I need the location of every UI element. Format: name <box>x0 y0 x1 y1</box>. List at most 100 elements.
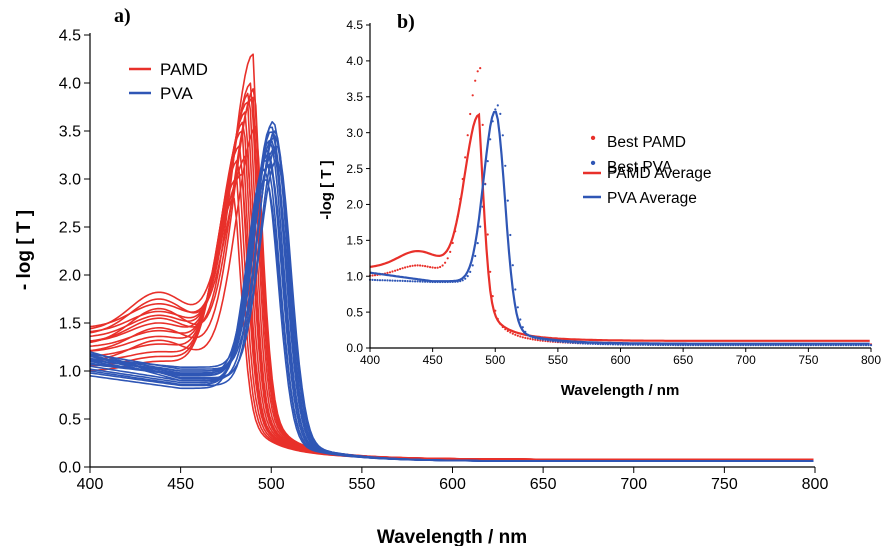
series-best-pva-point <box>404 279 407 283</box>
series-best-pva-point <box>516 306 519 309</box>
panel-a-y-tick-label: 1.0 <box>59 364 81 381</box>
panel-a-x-tick-label: 500 <box>258 476 285 493</box>
panel-a-axes: 400 450 500 550 600 650 700 750 800 0.0 0.5 1.0 1.5 2… <box>59 28 829 493</box>
legend-label-pva-average: PVA Average <box>607 190 697 207</box>
series-best-pva-point <box>409 280 412 283</box>
series-best-pva-point <box>414 280 417 283</box>
series-best-pva-point <box>474 254 477 258</box>
series-best-pamd-point <box>481 123 484 126</box>
series-best-pva-point <box>511 264 514 267</box>
series-best-pamd-point <box>509 331 512 334</box>
series-best-pamd-point <box>444 261 447 264</box>
series-best-pva-point <box>373 278 377 282</box>
panel-b-x-tick-label: 400 <box>360 353 380 367</box>
panel-b-y-tick-label: 2.5 <box>346 162 363 176</box>
series-pva <box>89 121 814 462</box>
series-best-pamd-point <box>391 270 394 273</box>
series-best-pamd-point <box>434 266 437 269</box>
legend-swatch-best-pamd: • <box>590 130 596 147</box>
panel-b-label: b) <box>397 11 415 33</box>
series-best-pva-point <box>486 160 489 163</box>
legend-swatch-best-pva: • <box>590 155 596 172</box>
series-best-pamd-point <box>476 70 479 73</box>
panel-b-plot-area <box>368 67 873 347</box>
series-best-pamd-point <box>409 265 412 268</box>
series-best-pva-point <box>376 279 379 282</box>
series-best-pamd-point <box>426 265 429 268</box>
series-best-pamd-point <box>514 333 517 336</box>
series-best-pamd-point <box>431 266 434 269</box>
series-best-pamd-point <box>466 134 469 137</box>
series-best-pva-point <box>416 280 419 283</box>
panel-a-legend: PAMD PVA <box>129 60 208 103</box>
series-best-pamd-point <box>521 336 524 339</box>
panel-a-y-tick-label: 0.0 <box>59 460 81 477</box>
series-best-pva-point <box>464 277 467 280</box>
panel-a-y-tick-label: 3.0 <box>59 172 81 189</box>
series-best-pva-point <box>489 138 492 141</box>
series-best-pva-point <box>371 278 374 281</box>
series-best-pamd-point <box>511 332 514 335</box>
series-best-pva-point <box>501 134 504 137</box>
panel-b-y-tick-label: 3.0 <box>346 126 363 140</box>
panel-b-legend: • Best PAMD • Best PVA PAMD Average PVA … <box>583 130 712 207</box>
series-best-pamd-point <box>436 266 439 269</box>
panel-a-x-tick-label: 750 <box>711 476 738 493</box>
series-best-pva-point <box>479 225 482 228</box>
panel-a-y-tick-label: 4.0 <box>59 76 81 93</box>
series-best-pamd-point <box>471 94 474 97</box>
series-best-pamd-point <box>534 338 537 341</box>
series-best-pva-point <box>401 279 404 282</box>
series-best-pamd-point <box>421 264 424 267</box>
panel-b-y-axis-title: -log [ T ] <box>318 160 335 219</box>
panel-b-y-tick-label: 0.0 <box>346 341 363 355</box>
series-best-pamd-point <box>486 233 489 236</box>
series-best-pamd-point <box>396 268 399 271</box>
panel-a-x-tick-label: 550 <box>349 476 376 493</box>
series-best-pva-point <box>419 280 422 283</box>
series-best-pamd-point <box>469 112 472 116</box>
panel-a-x-tick-label: 400 <box>77 476 104 493</box>
series-pva-average <box>369 110 870 345</box>
panel-a-y-tick-label: 2.0 <box>59 268 81 285</box>
series-best-pamd-point <box>371 274 374 277</box>
series-best-pva-point <box>381 279 384 282</box>
series-best-pva-point <box>386 279 389 282</box>
series-best-pamd-point <box>429 266 432 269</box>
panel-a-y-tick-label: 2.5 <box>59 220 81 237</box>
series-best-pamd-point <box>446 257 449 260</box>
panel-b-y-tick-label: 2.0 <box>346 198 363 212</box>
series-best-pamd-point <box>531 338 534 341</box>
series-best-pamd-point <box>474 79 477 82</box>
series-pamd-average <box>369 112 870 342</box>
series-best-pva-point <box>388 279 392 282</box>
series-best-pamd-point <box>394 269 397 272</box>
panel-b-x-tick-label: 500 <box>485 353 505 367</box>
panel-a-x-tick-label: 650 <box>530 476 557 493</box>
panel-b-x-tick-label: 650 <box>673 353 693 367</box>
series-best-pva-point <box>476 242 479 245</box>
series-best-pva-point <box>394 279 397 282</box>
series-best-pva-point <box>499 112 502 115</box>
series-best-pva-point <box>471 264 474 267</box>
series-best-pva-point <box>504 164 507 167</box>
series-best-pamd-point <box>441 264 444 267</box>
series-best-pamd-point <box>419 264 422 267</box>
panel-b-x-tick-label: 700 <box>736 353 756 367</box>
panel-a-y-tick-label: 4.5 <box>59 28 81 45</box>
panel-a-x-tick-label: 800 <box>802 476 829 493</box>
panel-a-plot-area <box>89 53 814 462</box>
legend-label-pamd-average: PAMD Average <box>607 165 712 182</box>
series-best-pamd-point <box>404 266 407 269</box>
panel-b-y-tick-label: 4.0 <box>346 54 363 68</box>
series-best-pamd-point <box>416 264 419 267</box>
series-best-pva-point <box>406 280 409 283</box>
series-best-pamd-point <box>449 250 452 253</box>
panel-b-x-axis-title: Wavelength / nm <box>561 382 680 399</box>
panel-a-x-axis-title: Wavelength / nm <box>377 527 527 546</box>
series-best-pva-point <box>509 233 512 237</box>
series-best-pamd-point <box>414 264 417 267</box>
series-best-pva-point <box>396 279 399 282</box>
series-pva-line-16 <box>89 160 814 462</box>
panel-b-y-tick-label: 4.5 <box>346 18 363 32</box>
